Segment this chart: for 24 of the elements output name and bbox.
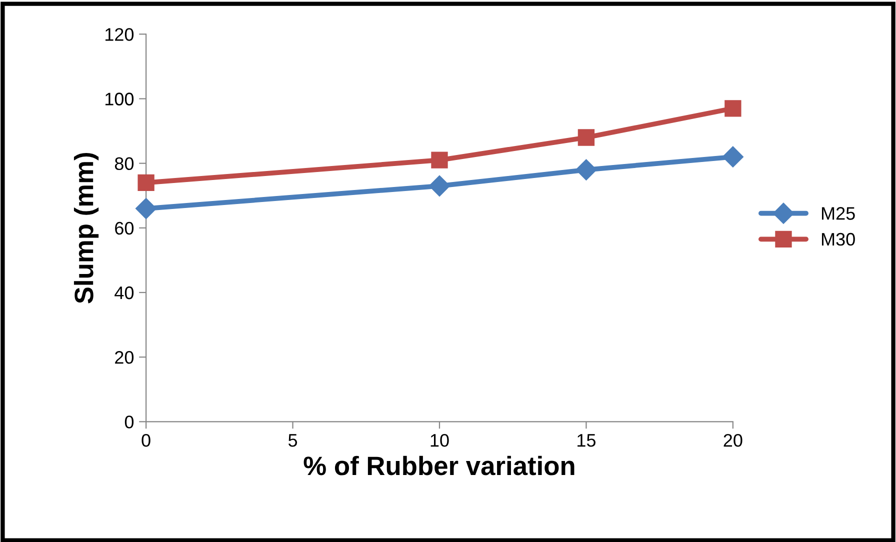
point (578, 129, 595, 146)
point (576, 159, 597, 180)
point (136, 198, 157, 220)
y-tick-label: 60 (115, 222, 134, 235)
y-tick-label: 20 (115, 351, 134, 364)
point (724, 100, 742, 117)
point (722, 146, 744, 168)
x-tick-label: 15 (578, 434, 596, 447)
point (138, 174, 154, 192)
x-tick-label: 5 (288, 434, 298, 447)
legend-label: M25 (822, 207, 855, 220)
legend-label: M30 (822, 232, 855, 246)
y-axis-title: Slump (mm) (74, 152, 99, 304)
y-tick-label: 120 (105, 28, 134, 41)
point (431, 152, 448, 168)
y-tick-label: 80 (114, 157, 134, 170)
point (428, 175, 450, 196)
x-tick-label: 0 (142, 434, 150, 447)
y-tick-label: 100 (105, 92, 134, 106)
x-tick-label: 10 (430, 434, 449, 447)
y-tick-label: 40 (114, 286, 134, 300)
y-tick-label: 0 (124, 416, 134, 428)
x-axis-title: % of Rubber variation (304, 456, 574, 476)
x-tick-label: 20 (724, 434, 742, 447)
